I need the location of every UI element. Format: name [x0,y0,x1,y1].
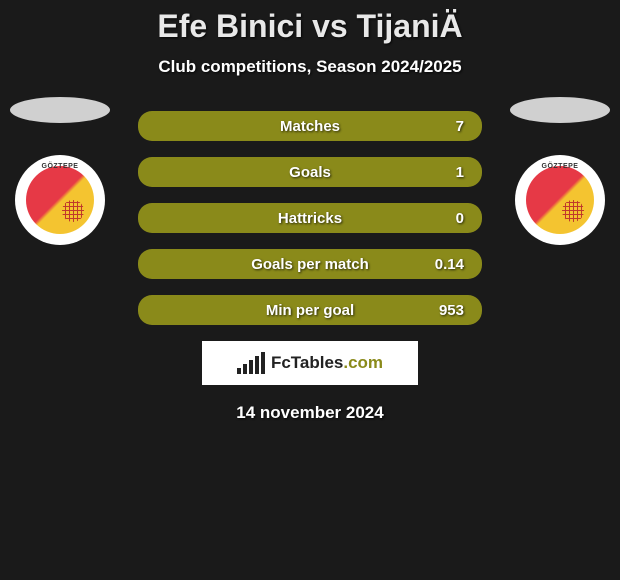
brand-text: FcTables.com [271,353,383,373]
subtitle: Club competitions, Season 2024/2025 [0,57,620,77]
club-badge-net-icon [562,200,584,222]
brand-bar [243,364,247,374]
stat-label: Hattricks [186,210,434,227]
player-right-column: GÖZTEPE [510,97,610,245]
stat-label: Goals [186,164,434,181]
stat-right-value: 1 [434,164,464,181]
brand-logo[interactable]: FcTables.com [202,341,418,385]
stat-label: Goals per match [186,256,434,273]
player-right-avatar-placeholder [510,97,610,123]
club-badge-net-icon [62,200,84,222]
club-badge-left: GÖZTEPE [15,155,105,245]
stat-right-value: 7 [434,118,464,135]
club-badge-inner-left [26,166,94,234]
club-badge-label-right: GÖZTEPE [515,163,605,170]
club-badge-bg-left [26,166,94,234]
stat-row: Goals per match 0.14 [138,249,482,279]
main-area: GÖZTEPE GÖZTEPE Matches 7 Goals [0,111,620,423]
player-left-column: GÖZTEPE [10,97,110,245]
club-badge-bg-right [526,166,594,234]
brand-bar [237,368,241,374]
club-badge-label-left: GÖZTEPE [15,163,105,170]
date-label: 14 november 2024 [0,403,620,423]
stat-right-value: 0 [434,210,464,227]
brand-bar [255,356,259,374]
stat-label: Min per goal [186,302,434,319]
club-badge-right: GÖZTEPE [515,155,605,245]
stat-row: Hattricks 0 [138,203,482,233]
comparison-card: Efe Binici vs TijaniÄ Club competitions,… [0,0,620,423]
stat-row: Matches 7 [138,111,482,141]
brand-bar [261,352,265,374]
brand-bar [249,360,253,374]
brand-bars-icon [237,352,265,374]
brand-name: FcTables [271,353,343,372]
stat-right-value: 0.14 [434,256,464,273]
stat-row: Goals 1 [138,157,482,187]
stats-list: Matches 7 Goals 1 Hattricks 0 Goals per … [138,111,482,325]
player-left-avatar-placeholder [10,97,110,123]
club-badge-inner-right [526,166,594,234]
stat-label: Matches [186,118,434,135]
brand-tld: .com [343,353,383,372]
page-title: Efe Binici vs TijaniÄ [0,8,620,45]
stat-row: Min per goal 953 [138,295,482,325]
stat-right-value: 953 [434,302,464,319]
